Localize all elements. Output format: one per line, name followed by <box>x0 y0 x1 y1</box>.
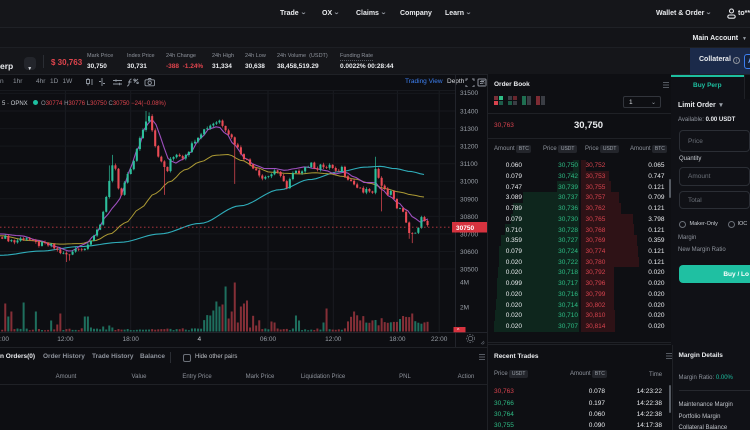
svg-text:4: 4 <box>197 336 201 343</box>
svg-text:30900: 30900 <box>460 196 478 203</box>
svg-text::00: :00 <box>0 336 9 343</box>
svg-text:31500: 31500 <box>460 90 478 97</box>
svg-text:4M: 4M <box>460 280 469 287</box>
svg-text:31400: 31400 <box>460 109 478 116</box>
svg-text:18:00: 18:00 <box>123 336 140 343</box>
svg-text:30700: 30700 <box>460 231 478 238</box>
svg-text:12:00: 12:00 <box>325 336 342 343</box>
svg-text:31100: 31100 <box>460 161 478 168</box>
svg-text:31000: 31000 <box>460 179 478 186</box>
svg-text:31300: 31300 <box>460 126 478 133</box>
svg-text:06:00: 06:00 <box>260 336 277 343</box>
svg-text:12:00: 12:00 <box>57 336 74 343</box>
svg-text:30750: 30750 <box>456 225 474 232</box>
svg-text:31200: 31200 <box>460 144 478 151</box>
svg-text:^: ^ <box>457 328 460 334</box>
svg-text:2M: 2M <box>460 305 469 312</box>
svg-text:30800: 30800 <box>460 214 478 221</box>
svg-text:30600: 30600 <box>460 249 478 256</box>
svg-text:18:00: 18:00 <box>389 336 406 343</box>
svg-text:30500: 30500 <box>460 267 478 274</box>
svg-text:22:00: 22:00 <box>431 336 448 343</box>
